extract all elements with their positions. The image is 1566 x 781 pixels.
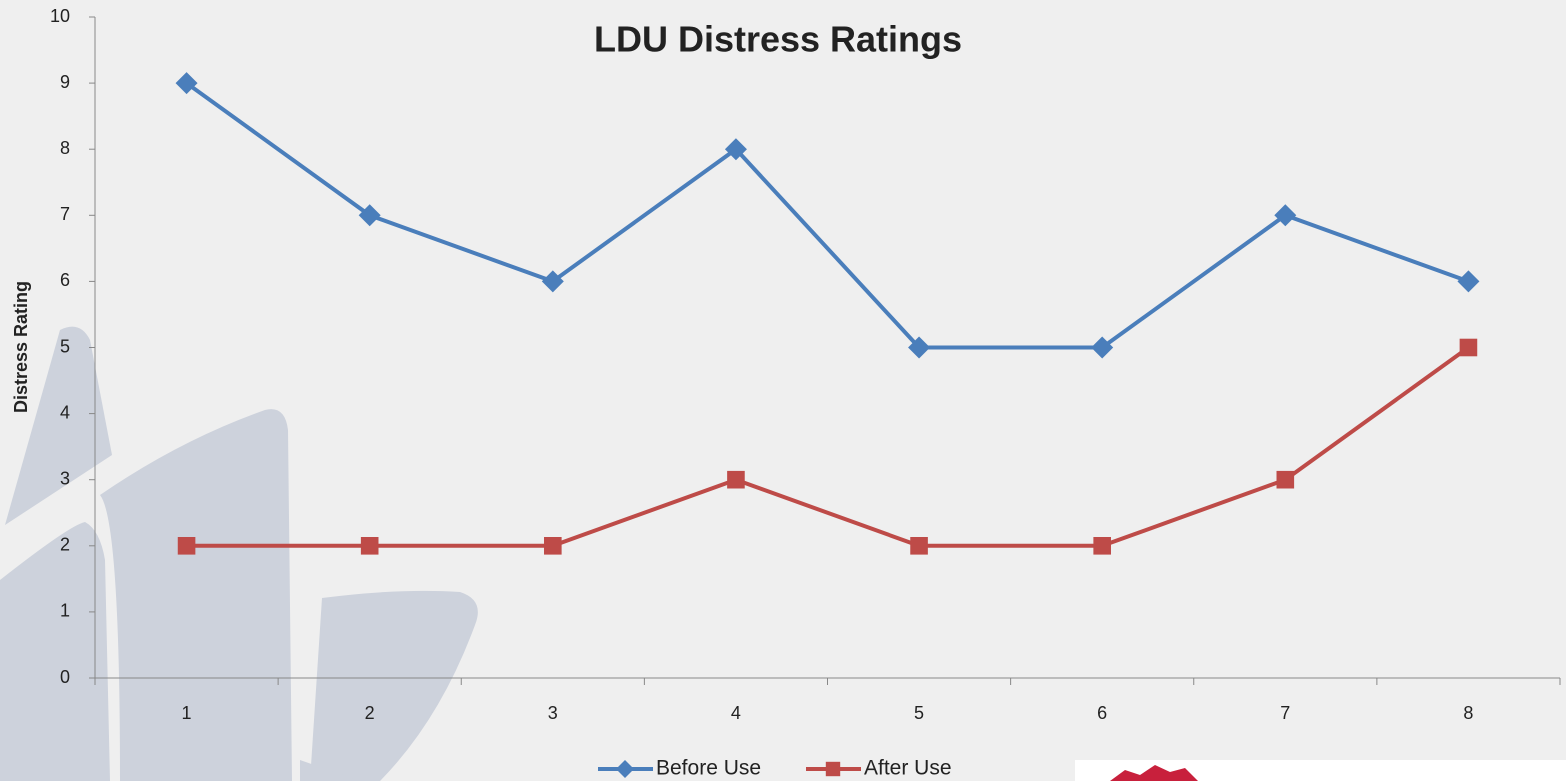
data-point <box>910 537 928 555</box>
x-tick-label: 1 <box>182 703 192 723</box>
y-tick-label: 8 <box>60 138 70 158</box>
chart: LDU Distress Ratings Distress Rating 0 1 2… <box>0 0 1566 781</box>
y-tick-label: 7 <box>60 204 70 224</box>
y-tick-label: 3 <box>60 468 70 488</box>
y-tick-label: 10 <box>50 6 70 26</box>
y-tick-label: 1 <box>60 601 70 621</box>
data-point <box>1277 471 1295 489</box>
legend-label: After Use <box>864 757 952 780</box>
chart-title: LDU Distress Ratings <box>594 19 962 60</box>
y-tick-label: 2 <box>60 535 70 555</box>
y-tick-label: 5 <box>60 336 70 356</box>
data-point <box>1093 537 1111 555</box>
x-tick-label: 2 <box>365 703 375 723</box>
data-point <box>178 537 196 555</box>
y-tick-label: 6 <box>60 270 70 290</box>
x-tick-label: 8 <box>1463 703 1473 723</box>
x-tick-label: 7 <box>1280 703 1290 723</box>
y-axis-label: Distress Rating <box>11 281 31 413</box>
data-point <box>361 537 379 555</box>
x-tick-label: 6 <box>1097 703 1107 723</box>
data-point <box>544 537 562 555</box>
y-tick-label: 0 <box>60 667 70 687</box>
data-point <box>727 471 745 489</box>
x-tick-label: 3 <box>548 703 558 723</box>
x-tick-label: 4 <box>731 703 741 723</box>
data-point <box>1460 339 1478 357</box>
y-tick-label: 4 <box>60 402 70 422</box>
legend-marker <box>826 762 840 776</box>
y-tick-label: 9 <box>60 72 70 92</box>
x-tick-label: 5 <box>914 703 924 723</box>
legend-label: Before Use <box>656 757 761 780</box>
